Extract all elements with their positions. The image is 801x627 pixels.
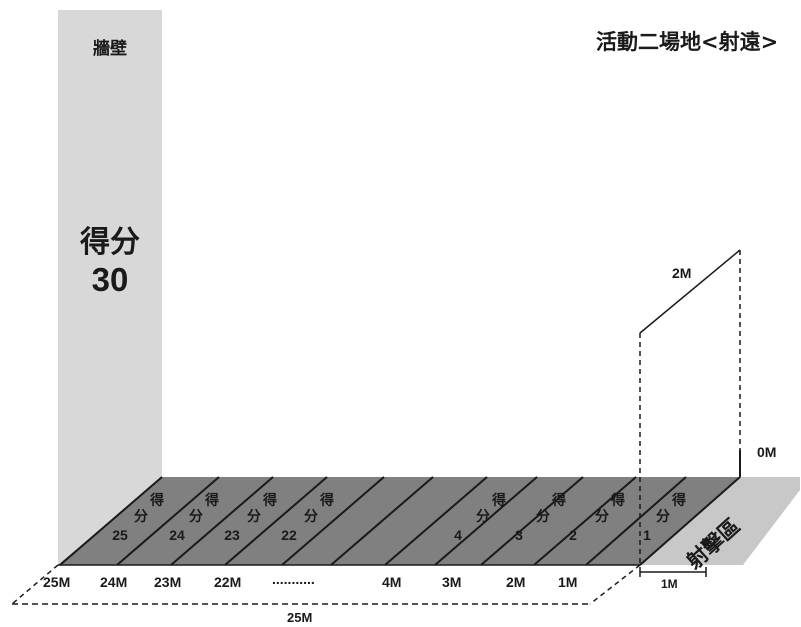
wall-score-label: 得分 xyxy=(79,225,140,260)
wall xyxy=(58,10,162,565)
zone-width-dimension xyxy=(639,567,707,577)
distance-mark: 23M xyxy=(154,574,181,590)
lane-score-top: 得 xyxy=(149,492,164,509)
lane-score-bottom: 分 xyxy=(476,509,490,525)
distance-mark: 22M xyxy=(214,574,241,590)
lane-score-top: 得 xyxy=(551,492,566,509)
lane-score-labels: 得 分 得 分 得 分 得 分 得 分 得 分 得 分 得 分 xyxy=(134,492,686,525)
lane-score-bottom: 分 xyxy=(656,509,670,525)
height-dimension-label: 2M xyxy=(672,265,691,281)
lane-numbers: 25 24 23 22 4 3 2 1 xyxy=(112,527,651,543)
distance-mark: 2M xyxy=(506,574,525,590)
distance-mark: 24M xyxy=(100,574,127,590)
lane-score-top: 得 xyxy=(262,492,277,509)
lane-number: 24 xyxy=(169,527,185,543)
distance-marks: 25M 24M 23M 22M ........... 4M 3M 2M 1M xyxy=(43,571,577,590)
zero-mark: 0M xyxy=(757,444,776,460)
lane-number: 4 xyxy=(454,527,462,543)
page-title: 活動二場地<射遠> xyxy=(596,30,778,54)
height-dimension xyxy=(639,249,741,565)
wall-label: 牆壁 xyxy=(93,38,127,59)
zone-width-label: 1M xyxy=(661,577,678,591)
total-length-label: 25M xyxy=(287,610,312,625)
distance-mark: 4M xyxy=(382,574,401,590)
lane-number: 22 xyxy=(281,527,297,543)
distance-mark: 1M xyxy=(558,574,577,590)
wall-score-value: 30 xyxy=(92,261,129,298)
lane-dividers xyxy=(59,450,741,566)
lane-score-top: 得 xyxy=(319,492,334,509)
lane-score-bottom: 分 xyxy=(247,509,261,525)
lane-number: 23 xyxy=(224,527,240,543)
shooting-zone xyxy=(640,477,800,565)
lane-score-top: 得 xyxy=(491,492,506,509)
lane-score-top: 得 xyxy=(610,492,625,509)
lane-score-bottom: 分 xyxy=(304,509,318,525)
ellipsis: ........... xyxy=(272,571,315,587)
distance-mark: 25M xyxy=(43,574,70,590)
lane-score-top: 得 xyxy=(671,492,686,509)
floor xyxy=(58,477,740,565)
lane-number: 25 xyxy=(112,527,128,543)
lane-score-bottom: 分 xyxy=(189,509,203,525)
lane-score-top: 得 xyxy=(204,492,219,509)
lane-score-bottom: 分 xyxy=(536,509,550,525)
lane-number: 1 xyxy=(643,527,651,543)
lane-number: 2 xyxy=(569,527,577,543)
distance-mark: 3M xyxy=(442,574,461,590)
lane-score-bottom: 分 xyxy=(134,509,148,525)
total-length-dimension xyxy=(11,564,641,605)
lane-number: 3 xyxy=(515,527,523,543)
lane-score-bottom: 分 xyxy=(595,509,609,525)
